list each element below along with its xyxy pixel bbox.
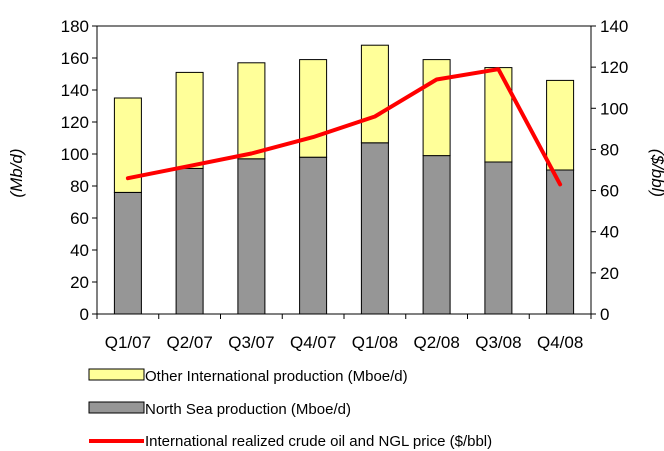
- bar-north-sea: [237, 158, 266, 315]
- bar-other-international: [175, 71, 204, 169]
- bar-north-sea: [484, 161, 513, 315]
- bar-other-international: [422, 59, 451, 157]
- plot-area: 0 20 40 60 80 100 120 140 160 180 0 20 40 60 80 100 120 1…: [61, 17, 629, 352]
- x-tick-label: Q1/08: [352, 333, 398, 352]
- y-tick-label: 160: [61, 49, 89, 68]
- legend: Other International production (Mboe/d) N…: [88, 368, 492, 450]
- y-tick-label: 20: [70, 273, 89, 292]
- y-tick-label: 40: [70, 241, 89, 260]
- y-tick-label: 140: [61, 81, 89, 100]
- bar-north-sea: [360, 142, 389, 315]
- y2-tick-label: 140: [600, 17, 628, 36]
- bar-other-international: [237, 62, 266, 160]
- y2-tick-label: 60: [600, 182, 619, 201]
- bar-north-sea: [546, 169, 575, 315]
- y2-tick-label: 100: [600, 99, 628, 118]
- legend-north-sea-swatch: [88, 401, 145, 414]
- y-tick-label: 120: [61, 113, 89, 132]
- legend-other-international-swatch: [88, 368, 145, 381]
- bar-north-sea: [422, 155, 451, 315]
- y-tick-label: 180: [61, 17, 89, 36]
- y-tick-label: 80: [70, 177, 89, 196]
- bar-other-international: [546, 79, 575, 171]
- y2-tick-label: 80: [600, 140, 619, 159]
- bar-other-international: [360, 44, 389, 144]
- y-axis-label: (Mb/d): [7, 148, 26, 197]
- y2-tick-label: 0: [600, 305, 609, 324]
- bar-north-sea: [113, 191, 142, 315]
- legend-price-line-label: International realized crude oil and NGL…: [145, 433, 492, 450]
- y-tick-label: 100: [61, 145, 89, 164]
- y2-tick-label: 120: [600, 58, 628, 77]
- bar-north-sea: [299, 156, 328, 315]
- price-line: [125, 67, 563, 187]
- x-tick-label: Q3/07: [228, 333, 274, 352]
- x-tick-label: Q1/07: [105, 333, 151, 352]
- legend-other-international-label: Other International production (Mboe/d): [145, 368, 408, 385]
- y2-axis-label: ($/bbl): [648, 149, 664, 197]
- x-tick-label: Q4/07: [290, 333, 336, 352]
- x-tick-label: Q2/07: [166, 333, 212, 352]
- x-tick-label: Q2/08: [413, 333, 459, 352]
- y-tick-label: 60: [70, 209, 89, 228]
- bar-other-international: [299, 59, 328, 158]
- legend-north-sea-label: North Sea production (Mboe/d): [145, 401, 351, 418]
- bar-other-international: [484, 67, 513, 163]
- y2-tick-label: 40: [600, 223, 619, 242]
- bar-north-sea: [175, 167, 204, 315]
- x-tick-label: Q4/08: [537, 333, 583, 352]
- x-tick-label: Q3/08: [475, 333, 521, 352]
- y-tick-label: 0: [80, 305, 89, 324]
- y2-tick-label: 20: [600, 264, 619, 283]
